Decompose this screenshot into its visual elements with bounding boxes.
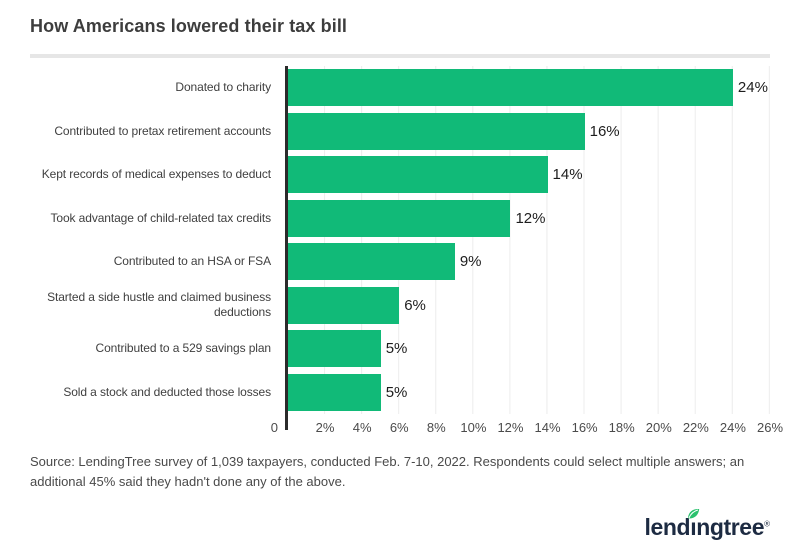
bar-donated-to-charity <box>288 69 733 107</box>
x-tick: 20% <box>645 420 672 435</box>
bar-row: 24% <box>288 66 770 110</box>
logo-text-part2: ngtree <box>696 514 765 540</box>
bar-hsa-fsa <box>288 243 455 281</box>
bar-row: 5% <box>288 371 770 415</box>
bar-row: 6% <box>288 284 770 328</box>
bar-row: 9% <box>288 240 770 284</box>
value-label: 5% <box>385 383 408 401</box>
value-label: 5% <box>385 340 408 358</box>
lendingtree-logo: lendı ngtree® <box>644 509 770 541</box>
leaf-icon <box>686 500 702 519</box>
registered-trademark: ® <box>764 519 770 529</box>
bar-side-hustle <box>288 286 400 324</box>
bar-row: 5% <box>288 327 770 371</box>
x-tick: 22% <box>682 420 709 435</box>
x-axis-ticks: 0 2% 4% 6% 8% 10% 12% 14% 16% 18% 20% 22… <box>271 420 783 438</box>
value-label: 12% <box>515 209 546 227</box>
category-labels: Donated to charity Contributed to pretax… <box>30 66 280 414</box>
value-label: 6% <box>404 296 426 314</box>
logo-dotless-i: ı <box>690 514 697 540</box>
bar-row: 12% <box>288 197 770 241</box>
value-label: 9% <box>459 253 482 271</box>
x-tick: 0 <box>270 420 278 435</box>
bar-row: 14% <box>288 153 770 197</box>
chart-title: How Americans lowered their tax bill <box>30 16 348 36</box>
x-tick: 10% <box>460 420 487 435</box>
x-tick: 26% <box>756 420 784 435</box>
y-axis-line <box>285 66 288 430</box>
bar-529-savings <box>288 330 381 368</box>
x-tick: 18% <box>608 420 635 435</box>
x-tick: 6% <box>389 420 409 435</box>
bar-child-tax-credits <box>288 199 511 237</box>
category-label: Contributed to an HSA or FSA <box>113 254 271 269</box>
bar-row: 16% <box>288 110 770 154</box>
bar-stock-losses <box>288 373 381 411</box>
x-tick: 16% <box>571 420 598 435</box>
title-divider <box>30 54 770 58</box>
x-tick: 8% <box>426 420 446 435</box>
category-label: Contributed to a 529 savings plan <box>95 341 272 356</box>
category-label: Kept records of medical expenses to dedu… <box>41 167 271 182</box>
x-tick: 14% <box>534 420 561 435</box>
logo-text-part1: lend <box>644 514 691 540</box>
bar-chart: Donated to charity Contributed to pretax… <box>30 66 783 438</box>
category-label: Started a side hustle and claimed busine… <box>47 290 271 320</box>
value-label: 14% <box>552 166 583 184</box>
bar-pretax-retirement <box>288 112 585 150</box>
x-tick: 24% <box>719 420 746 435</box>
value-label: 24% <box>737 79 768 97</box>
category-label: Contributed to pretax retirement account… <box>54 123 271 138</box>
bar-medical-expenses <box>288 156 548 194</box>
x-tick: 4% <box>352 420 372 435</box>
plot-area: 24% 16% 14% 12% 9% 6% <box>288 66 770 414</box>
value-label: 16% <box>589 122 620 140</box>
category-label: Donated to charity <box>175 80 271 95</box>
source-note: Source: LendingTree survey of 1,039 taxp… <box>30 454 745 490</box>
x-tick: 12% <box>497 420 524 435</box>
category-label: Took advantage of child-related tax cred… <box>50 210 272 225</box>
x-tick: 2% <box>315 420 335 435</box>
category-label: Sold a stock and deducted those losses <box>63 384 271 399</box>
logo-letter-i: ı <box>688 509 700 541</box>
